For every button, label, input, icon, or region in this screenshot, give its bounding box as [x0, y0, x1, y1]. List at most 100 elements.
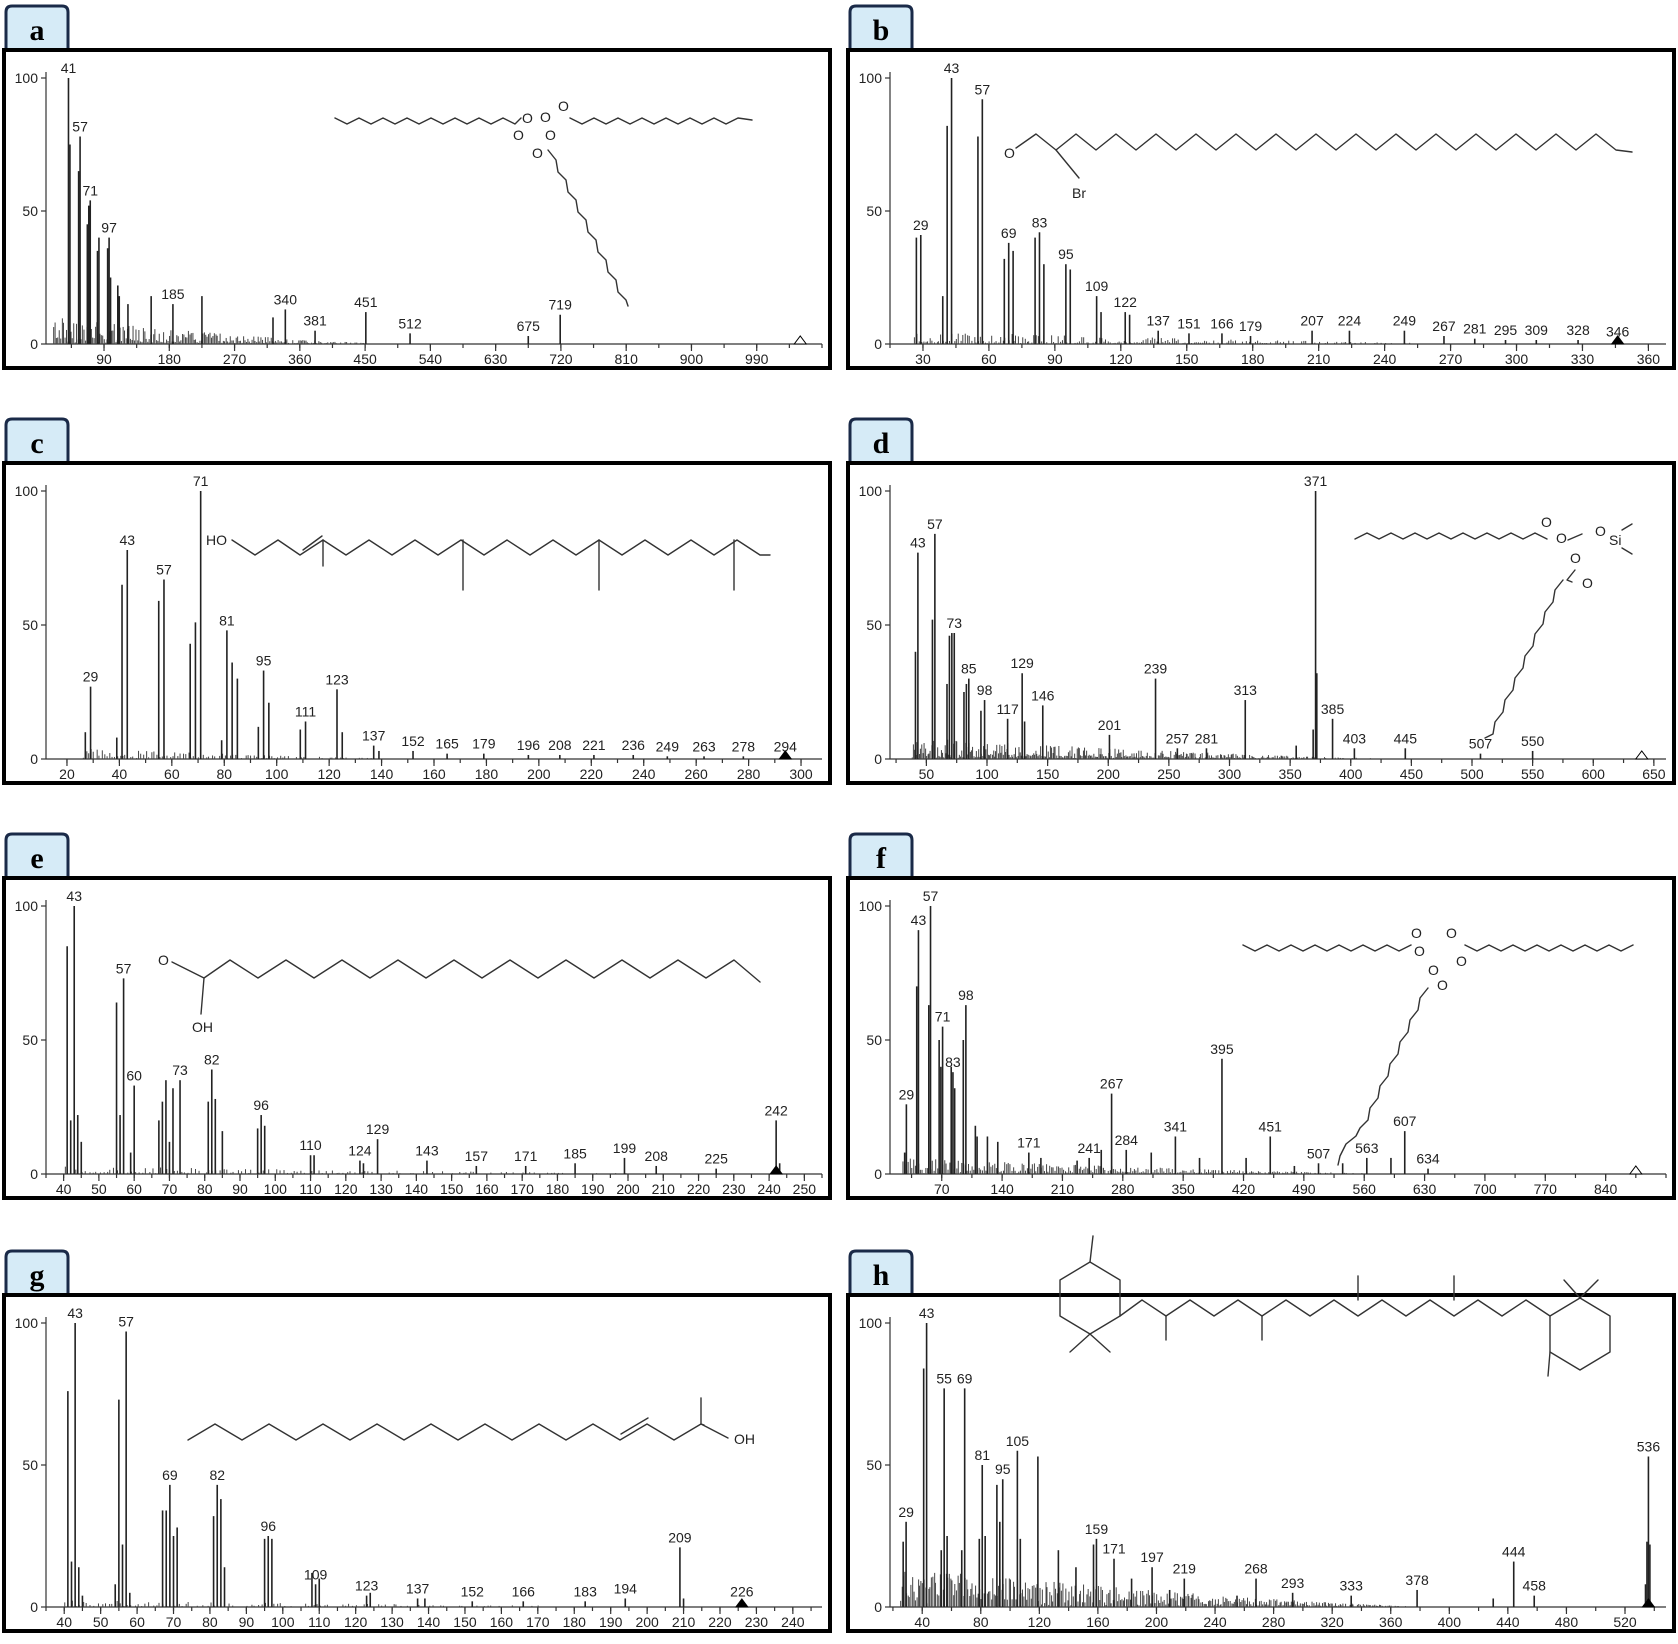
peak-label: 267	[1100, 1076, 1124, 1092]
peak-label: 55	[936, 1370, 952, 1386]
peak-label: 445	[1394, 730, 1418, 746]
x-tick-label: 230	[722, 1181, 746, 1197]
peak-label: 43	[119, 532, 135, 548]
peak-label: 57	[156, 561, 172, 577]
peak-label: 281	[1463, 321, 1487, 337]
peak-label: 69	[162, 1467, 178, 1483]
x-tick-label: 120	[317, 766, 341, 782]
peak-label: 123	[325, 671, 349, 687]
peak-label: 122	[1114, 294, 1138, 310]
x-tick-label: 180	[563, 1614, 587, 1630]
peak-label: 57	[118, 1314, 134, 1330]
x-tick-label: 190	[599, 1614, 623, 1630]
panel-label: b	[873, 14, 890, 47]
spectrum-bars	[911, 491, 1534, 759]
atom-o: O	[558, 98, 569, 114]
peak-label: 451	[1259, 1118, 1283, 1134]
x-tick-label: 560	[1353, 1181, 1377, 1197]
panel-label-tab: d	[848, 417, 914, 463]
peak-label: 57	[72, 119, 88, 135]
panel-label: a	[30, 14, 45, 47]
peak-label: 60	[126, 1068, 142, 1084]
peak-label: 152	[401, 733, 425, 749]
peak-label: 249	[1393, 313, 1417, 329]
spectrum-bars	[82, 491, 787, 759]
x-tick-label: 990	[745, 351, 769, 367]
tab-shape	[848, 4, 914, 50]
peak-label: 29	[913, 217, 929, 233]
peak-label: 83	[1032, 214, 1048, 230]
x-tick-label: 330	[1571, 351, 1595, 367]
x-tick-label: 300	[1505, 351, 1529, 367]
x-tick-label: 200	[635, 1614, 659, 1630]
y-tick-label: 50	[866, 1457, 882, 1473]
peak-label: 199	[613, 1140, 637, 1156]
y-tick-label: 50	[22, 1032, 38, 1048]
peak-label: 98	[977, 682, 993, 698]
x-tick-label: 400	[1339, 766, 1363, 782]
x-tick-label: 270	[1439, 351, 1463, 367]
x-tick-label: 60	[129, 1614, 145, 1630]
x-tick-label: 270	[223, 351, 247, 367]
atom-o: O	[1456, 953, 1467, 969]
molecular-ion-marker	[1634, 750, 1649, 760]
peak-label: 313	[1234, 682, 1258, 698]
x-tick-label: 200	[527, 766, 551, 782]
x-tick-label: 140	[417, 1614, 441, 1630]
peak-label: 105	[1006, 1433, 1030, 1449]
x-tick-label: 40	[56, 1614, 72, 1630]
x-tick-label: 210	[1051, 1181, 1075, 1197]
x-tick-label: 210	[1307, 351, 1331, 367]
y-tick-label: 50	[22, 617, 38, 633]
peak-label: 110	[299, 1137, 322, 1153]
x-tick-label: 220	[708, 1614, 732, 1630]
spectrum-panel-a: a 0 50 100 90 180 270 360 450 540 630 720 810 900 990 4…	[2, 4, 832, 370]
spectrum-bars	[64, 906, 781, 1174]
y-tick-label: 0	[30, 751, 38, 767]
panel-label: d	[873, 427, 890, 460]
panel-label-tab: h	[848, 1249, 914, 1295]
peak-label: 82	[209, 1467, 225, 1483]
x-tick-label: 180	[546, 1181, 570, 1197]
panel-label: g	[30, 1259, 45, 1292]
structure-f: O O O O O O	[1242, 925, 1634, 1166]
peak-label: 295	[1494, 322, 1518, 338]
structure-h	[1059, 1235, 1611, 1377]
x-tick-label: 140	[990, 1181, 1014, 1197]
panel-label-tab: f	[848, 832, 914, 878]
y-tick-label: 100	[15, 70, 39, 86]
x-tick-label: 80	[216, 766, 232, 782]
atom-o: O	[158, 952, 169, 968]
peak-label: 29	[898, 1504, 914, 1520]
peak-label: 507	[1469, 736, 1493, 752]
y-tick-label: 100	[859, 483, 883, 499]
x-tick-label: 90	[96, 351, 112, 367]
peak-label: 71	[193, 473, 209, 489]
atom-o: O	[1446, 925, 1457, 941]
spectrum-panel-d: d 0 50 100 50 100 150 200 250 300 350 400 450 500 550 6…	[846, 417, 1676, 785]
y-tick-label: 0	[874, 1166, 882, 1182]
peak-label: 96	[253, 1097, 269, 1113]
x-tick-label: 80	[202, 1614, 218, 1630]
peak-label: 95	[256, 653, 272, 669]
x-tick-label: 520	[1613, 1614, 1637, 1630]
x-tick-label: 150	[440, 1181, 464, 1197]
y-tick-label: 50	[22, 203, 38, 219]
x-tick-label: 500	[1460, 766, 1484, 782]
x-tick-label: 230	[745, 1614, 769, 1630]
peak-label: 43	[911, 912, 927, 928]
tab-shape	[4, 1249, 70, 1295]
structure-d: O O O Si O O	[1354, 514, 1633, 739]
x-tick-label: 240	[757, 1181, 781, 1197]
peak-label: 109	[1085, 278, 1109, 294]
x-tick-label: 130	[380, 1614, 404, 1630]
y-tick-label: 100	[15, 898, 39, 914]
peak-label: 117	[996, 701, 1019, 717]
peak-label: 124	[348, 1143, 372, 1159]
panel-frame	[2, 876, 832, 1200]
x-tick-label: 120	[1109, 351, 1133, 367]
peak-label: 719	[549, 297, 573, 313]
x-tick-label: 250	[793, 1181, 817, 1197]
